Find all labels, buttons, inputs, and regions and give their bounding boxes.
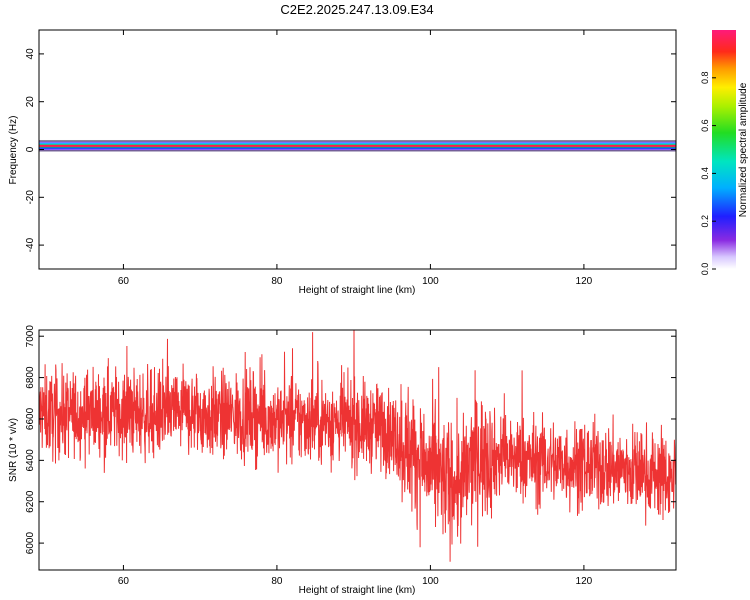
x-tick-label: 80 <box>271 576 283 587</box>
spectrogram-y-axis-label: Frequency (Hz) <box>8 116 19 185</box>
y-tick-label: 40 <box>25 48 36 60</box>
spectrogram-panel: 60 80 100 120 40 20 0 -20 -40 Height of straigh… <box>8 29 677 296</box>
spectrogram-y-ticks: 40 20 0 -20 -40 <box>25 48 676 252</box>
chart-title: C2E2.2025.247.13.09.E34 <box>280 2 433 17</box>
colorbar-label: Normalized spectral amplitude <box>738 82 749 217</box>
x-tick-label: 60 <box>118 576 130 587</box>
snr-y-axis-label: SNR (10 * v/v) <box>8 418 19 482</box>
colorbar-tick-label: 0.8 <box>700 72 710 85</box>
colorbar-tick-label: 0.2 <box>700 215 710 228</box>
y-tick-label: 6000 <box>25 532 36 555</box>
snr-y-ticks: 6000 6200 6400 6600 6800 7000 <box>25 325 676 555</box>
y-tick-label: 20 <box>25 96 36 108</box>
y-tick-label: -20 <box>25 190 36 205</box>
y-tick-label: 6800 <box>25 366 36 389</box>
y-tick-label: 6600 <box>25 407 36 430</box>
spectrogram-x-ticks: 60 80 100 120 <box>118 30 593 287</box>
x-tick-label: 120 <box>576 576 593 587</box>
snr-frame <box>38 329 677 571</box>
x-tick-label: 80 <box>271 276 283 287</box>
snr-series-line <box>39 330 676 562</box>
x-tick-label: 100 <box>422 576 439 587</box>
spectrogram-x-axis-label: Height of straight line (km) <box>299 285 416 296</box>
x-tick-label: 60 <box>118 276 130 287</box>
snr-x-ticks: 60 80 100 120 <box>118 330 593 587</box>
y-tick-label: 6400 <box>25 449 36 472</box>
x-tick-label: 120 <box>576 276 593 287</box>
colorbar-ticks: 0.0 0.2 0.4 0.6 0.8 <box>700 72 716 276</box>
x-tick-label: 100 <box>422 276 439 287</box>
colorbar-gradient <box>712 30 736 269</box>
y-tick-label: 6200 <box>25 490 36 513</box>
snr-panel: 60 80 100 120 6000 6200 6400 6600 6800 7000 Heig… <box>8 325 677 596</box>
y-tick-label: 0 <box>25 146 36 152</box>
spectral-band <box>39 139 676 152</box>
colorbar-tick-label: 0.0 <box>700 263 710 276</box>
colorbar: 0.0 0.2 0.4 0.6 0.8 Normalized spectral ampl… <box>700 30 749 275</box>
y-tick-label: 7000 <box>25 325 36 348</box>
snr-x-axis-label: Height of straight line (km) <box>299 585 416 596</box>
colorbar-tick-label: 0.4 <box>700 167 710 180</box>
y-tick-label: -40 <box>25 237 36 252</box>
colorbar-tick-label: 0.6 <box>700 119 710 132</box>
